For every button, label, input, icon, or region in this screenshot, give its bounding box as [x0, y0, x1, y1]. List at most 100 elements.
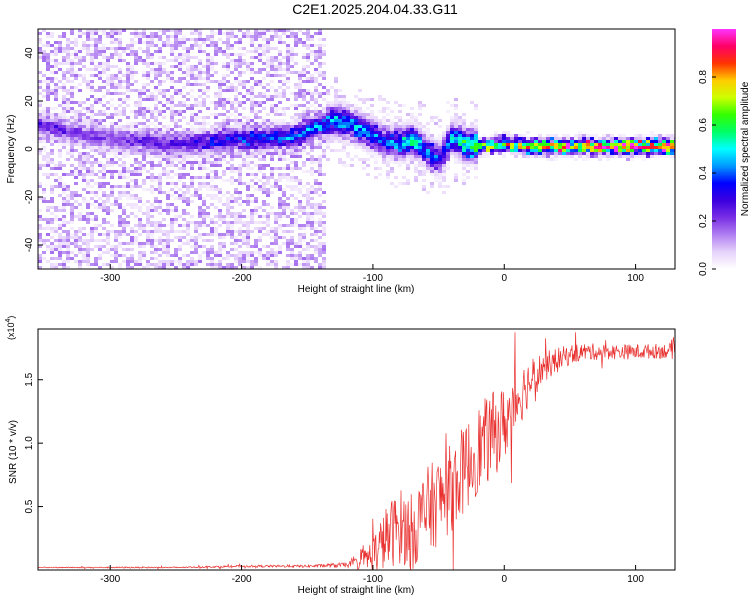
heatmap-cell — [310, 188, 314, 191]
heatmap-cell — [222, 107, 226, 110]
heatmap-cell — [82, 227, 86, 230]
heatmap-cell — [642, 137, 646, 140]
heatmap-cell — [322, 248, 326, 251]
heatmap-cell — [238, 131, 242, 134]
heatmap-cell — [190, 215, 194, 218]
heatmap-cell — [290, 161, 294, 164]
heatmap-cell — [166, 224, 170, 227]
heatmap-cell — [178, 248, 182, 251]
heatmap-cell — [458, 149, 462, 152]
heatmap-cell — [222, 62, 226, 65]
heatmap-cell — [50, 149, 54, 152]
heatmap-cell — [110, 104, 114, 107]
heatmap-cell — [170, 224, 174, 227]
heatmap-cell — [330, 149, 334, 152]
heatmap-cell — [166, 161, 170, 164]
heatmap-cell — [466, 137, 470, 140]
heatmap-cell — [398, 158, 402, 161]
heatmap-cell — [394, 158, 398, 161]
heatmap-cell — [314, 68, 318, 71]
heatmap-cell — [326, 110, 330, 113]
heatmap-cell — [90, 125, 94, 128]
heatmap-cell — [170, 146, 174, 149]
heatmap-cell — [114, 137, 118, 140]
heatmap-cell — [42, 131, 46, 134]
heatmap-cell — [302, 89, 306, 92]
heatmap-cell — [158, 263, 162, 266]
heatmap-cell — [270, 62, 274, 65]
heatmap-cell — [318, 146, 322, 149]
heatmap-cell — [466, 134, 470, 137]
heatmap-cell — [634, 140, 638, 143]
heatmap-cell — [466, 149, 470, 152]
heatmap-cell — [258, 95, 262, 98]
heatmap-cell — [170, 128, 174, 131]
heatmap-cell — [246, 98, 250, 101]
heatmap-cell — [74, 41, 78, 44]
heatmap-cell — [322, 140, 326, 143]
heatmap-cell — [574, 152, 578, 155]
heatmap-cell — [130, 173, 134, 176]
heatmap-cell — [98, 257, 102, 260]
heatmap-cell — [274, 218, 278, 221]
heatmap-cell — [38, 41, 42, 44]
heatmap-cell — [238, 56, 242, 59]
heatmap-cell — [606, 152, 610, 155]
heatmap-cell — [370, 125, 374, 128]
heatmap-cell — [90, 167, 94, 170]
heatmap-cell — [354, 113, 358, 116]
heatmap-cell — [410, 149, 414, 152]
heatmap-cell — [198, 236, 202, 239]
heatmap-cell — [170, 188, 174, 191]
heatmap-cell — [226, 125, 230, 128]
heatmap-cell — [218, 200, 222, 203]
heatmap-cell — [250, 254, 254, 257]
heatmap-cell — [86, 212, 90, 215]
heatmap-cell — [262, 77, 266, 80]
heatmap-cell — [102, 65, 106, 68]
heatmap-cell — [194, 77, 198, 80]
heatmap-cell — [266, 113, 270, 116]
y-tick-label: 40 — [24, 47, 35, 59]
heatmap-cell — [214, 41, 218, 44]
heatmap-cell — [186, 149, 190, 152]
heatmap-cell — [218, 191, 222, 194]
heatmap-cell — [90, 35, 94, 38]
heatmap-cell — [282, 143, 286, 146]
heatmap-cell — [318, 224, 322, 227]
heatmap-cell — [418, 131, 422, 134]
heatmap-cell — [266, 89, 270, 92]
heatmap-cell — [302, 71, 306, 74]
heatmap-cell — [254, 152, 258, 155]
heatmap-cell — [462, 131, 466, 134]
heatmap-cell — [210, 263, 214, 266]
heatmap-cell — [366, 128, 370, 131]
heatmap-cell — [222, 53, 226, 56]
heatmap-cell — [330, 101, 334, 104]
heatmap-cell — [310, 254, 314, 257]
heatmap-cell — [314, 50, 318, 53]
heatmap-cell — [46, 224, 50, 227]
heatmap-cell — [102, 29, 106, 32]
heatmap-cell — [70, 212, 74, 215]
heatmap-cell — [94, 200, 98, 203]
heatmap-cell — [74, 149, 78, 152]
heatmap-cell — [262, 95, 266, 98]
heatmap-cell — [66, 197, 70, 200]
heatmap-cell — [278, 50, 282, 53]
heatmap-cell — [66, 239, 70, 242]
heatmap-cell — [294, 125, 298, 128]
heatmap-cell — [78, 260, 82, 263]
heatmap-cell — [546, 149, 550, 152]
heatmap-cell — [110, 185, 114, 188]
heatmap-cell — [402, 176, 406, 179]
heatmap-cell — [470, 155, 474, 158]
heatmap-cell — [178, 194, 182, 197]
heatmap-cell — [118, 215, 122, 218]
heatmap-cell — [142, 188, 146, 191]
heatmap-cell — [58, 206, 62, 209]
heatmap-cell — [190, 71, 194, 74]
heatmap-cell — [70, 128, 74, 131]
heatmap-cell — [262, 101, 266, 104]
heatmap-cell — [294, 137, 298, 140]
